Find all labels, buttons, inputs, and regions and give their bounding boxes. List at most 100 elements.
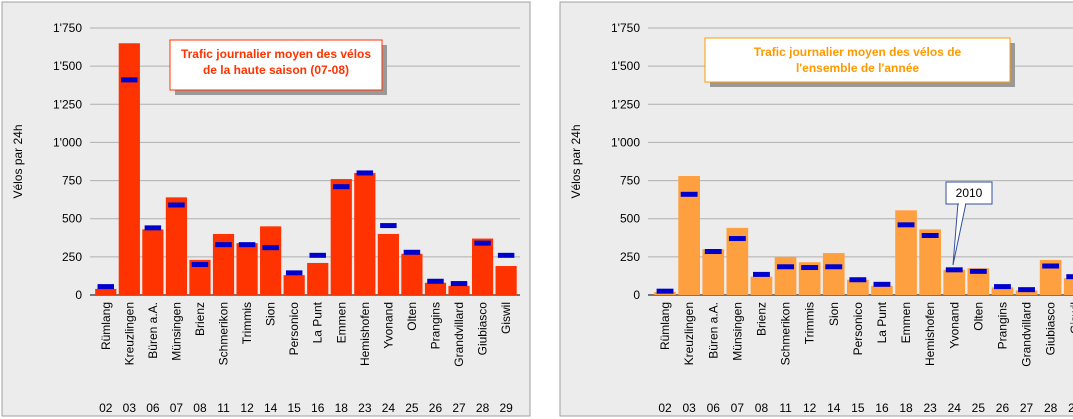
- x-code-label: 25: [405, 401, 419, 415]
- y-axis-label: Vélos par 24h: [11, 124, 25, 198]
- x-code-label: 08: [755, 401, 769, 415]
- marker: [215, 242, 232, 248]
- x-code-label: 02: [658, 401, 672, 415]
- x-tick-label: Grandvillard: [452, 302, 466, 367]
- marker: [403, 249, 421, 255]
- x-code-label: 26: [429, 401, 443, 415]
- bar: [377, 233, 399, 295]
- bar: [991, 287, 1014, 295]
- marker: [333, 184, 350, 190]
- marker: [801, 265, 819, 271]
- y-tick-label: 500: [62, 212, 82, 226]
- marker: [144, 225, 162, 231]
- bar: [95, 288, 117, 295]
- x-tick-label: Giswil: [1068, 302, 1073, 334]
- marker: [994, 284, 1011, 290]
- x-tick-label: Giswil: [499, 302, 513, 334]
- y-tick-label: 0: [633, 288, 640, 302]
- x-code-label: 16: [875, 401, 889, 415]
- x-code-label: 28: [476, 401, 490, 415]
- x-tick-label: Olten: [405, 302, 419, 331]
- bar: [330, 179, 352, 295]
- bar: [919, 229, 941, 295]
- x-tick-label: Giubiasco: [476, 302, 490, 356]
- marker: [1066, 274, 1073, 280]
- y-tick-label: 1'750: [53, 21, 82, 35]
- bar: [495, 266, 517, 295]
- marker: [168, 202, 185, 208]
- callout-box: [945, 181, 993, 205]
- y-tick-label: 1'500: [611, 59, 640, 73]
- marker: [704, 249, 722, 255]
- y-tick-label: 1'000: [53, 135, 82, 149]
- bar: [142, 229, 164, 295]
- bar: [702, 249, 725, 295]
- annotation: 2010: [956, 186, 983, 200]
- x-tick-label: Brienz: [193, 302, 207, 336]
- x-tick-label: Hemishofen: [358, 302, 372, 366]
- marker: [945, 267, 963, 273]
- marker: [873, 281, 891, 287]
- bar: [283, 275, 305, 295]
- marker: [497, 252, 515, 258]
- y-tick-label: 750: [620, 174, 640, 188]
- x-code-label: 24: [948, 401, 962, 415]
- y-tick-label: 1'750: [611, 21, 640, 35]
- bar: [750, 276, 773, 295]
- marker: [121, 77, 138, 83]
- bar: [678, 175, 700, 295]
- x-code-label: 29: [1068, 401, 1073, 415]
- x-tick-label: Grandvillard: [1020, 302, 1034, 367]
- bar: [118, 43, 140, 295]
- x-code-label: 08: [193, 401, 207, 415]
- x-code-label: 03: [123, 401, 137, 415]
- x-code-label: 12: [803, 401, 817, 415]
- x-code-label: 11: [217, 401, 230, 415]
- x-code-label: 18: [335, 401, 349, 415]
- x-tick-label: Münsingen: [730, 302, 744, 361]
- x-tick-label: Rümlang: [99, 302, 113, 350]
- marker: [262, 245, 279, 251]
- x-code-label: 14: [827, 401, 841, 415]
- x-tick-label: Yvonand: [947, 302, 961, 349]
- chart-title: Trafic journalier moyen des vélos de la h…: [181, 47, 371, 77]
- bar: [401, 253, 423, 295]
- marker: [1042, 263, 1060, 269]
- x-code-label: 25: [972, 401, 986, 415]
- marker: [474, 240, 491, 246]
- x-code-label: 02: [99, 401, 113, 415]
- x-tick-label: Emmen: [899, 302, 913, 343]
- x-tick-label: Büren a.A.: [146, 302, 160, 359]
- x-tick-label: Yvonand: [381, 302, 395, 349]
- x-code-label: 15: [851, 401, 865, 415]
- marker: [753, 271, 770, 277]
- x-tick-label: Sion: [827, 302, 841, 326]
- x-tick-label: Büren a.A.: [706, 302, 720, 359]
- bar: [189, 259, 211, 295]
- y-tick-label: 250: [62, 250, 82, 264]
- marker: [849, 277, 867, 283]
- y-tick-label: 250: [620, 250, 640, 264]
- x-tick-label: Olten: [971, 302, 985, 331]
- x-tick-label: Hemishofen: [923, 302, 937, 366]
- x-code-label: 07: [731, 401, 745, 415]
- x-code-label: 29: [499, 401, 513, 415]
- marker: [897, 222, 915, 228]
- x-code-label: 26: [996, 401, 1010, 415]
- y-axis-label: Vélos par 24h: [569, 124, 583, 198]
- x-tick-label: Schmerikon: [779, 302, 793, 365]
- y-tick-label: 1'250: [611, 97, 640, 111]
- bar: [774, 256, 797, 295]
- bar: [1063, 278, 1073, 295]
- bar: [307, 262, 329, 295]
- chart-title: Trafic journalier moyen des vélos de l'en…: [754, 45, 962, 75]
- x-tick-label: Giubiasco: [1044, 302, 1058, 356]
- x-code-label: 16: [311, 401, 325, 415]
- x-tick-label: Schmerikon: [217, 302, 231, 365]
- bar: [448, 285, 470, 295]
- y-tick-label: 0: [75, 288, 82, 302]
- x-code-label: 11: [779, 401, 792, 415]
- y-tick-label: 750: [62, 174, 82, 188]
- x-code-label: 06: [707, 401, 721, 415]
